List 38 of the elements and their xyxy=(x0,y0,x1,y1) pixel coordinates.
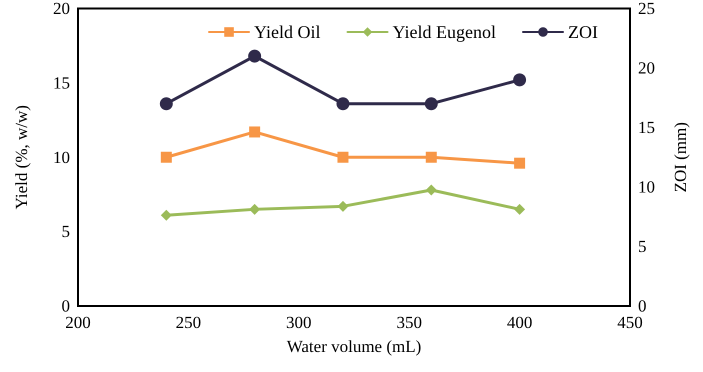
legend-label: ZOI xyxy=(568,22,598,42)
y-tick-label: 0 xyxy=(62,296,70,316)
legend-label: Yield Oil xyxy=(254,22,321,42)
y2-tick-label: 15 xyxy=(638,118,655,137)
y2-axis-title: ZOI (mm) xyxy=(671,122,690,192)
y2-tick-label: 25 xyxy=(638,0,655,18)
x-tick-label: 250 xyxy=(176,313,202,332)
point xyxy=(160,152,172,163)
point xyxy=(249,204,260,215)
x-axis-title: Water volume (mL) xyxy=(286,337,422,356)
point xyxy=(426,152,437,163)
y-tick-label: 5 xyxy=(62,222,70,242)
point xyxy=(249,126,260,138)
x-tick-label: 350 xyxy=(396,313,422,332)
legend-label: Yield Eugenol xyxy=(392,22,496,42)
point xyxy=(514,204,526,215)
point xyxy=(513,73,526,86)
y2-tick-label: 5 xyxy=(638,237,646,256)
x-tick-label: 200 xyxy=(65,313,91,332)
point xyxy=(160,210,172,221)
y-tick-label: 10 xyxy=(53,148,70,167)
y-tick-label: 15 xyxy=(53,73,70,92)
y-axis-title: Yield (%, w/w) xyxy=(12,105,31,210)
point xyxy=(514,158,526,169)
x-tick-label: 300 xyxy=(286,313,312,332)
point xyxy=(426,184,437,196)
point xyxy=(337,200,348,212)
point xyxy=(336,97,350,110)
point xyxy=(337,152,348,163)
x-tick-label: 400 xyxy=(506,313,532,332)
y-tick-label: 20 xyxy=(53,0,70,18)
y2-tick-label: 20 xyxy=(638,58,655,78)
point xyxy=(160,97,173,110)
point xyxy=(248,50,262,63)
x-tick-label: 450 xyxy=(617,313,643,332)
y2-tick-label: 10 xyxy=(638,178,655,196)
y2-tick-label: 0 xyxy=(638,296,646,316)
point xyxy=(424,97,438,110)
